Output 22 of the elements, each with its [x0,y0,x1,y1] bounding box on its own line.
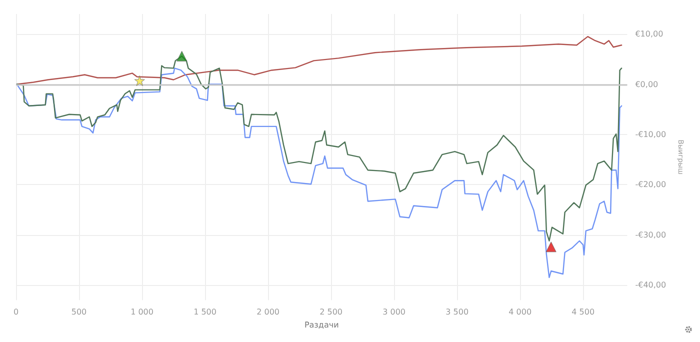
x-tick-label: 500 [71,308,87,317]
x-tick-label: 2 500 [320,308,343,317]
x-tick-label: 1 500 [194,308,216,317]
y-tick-label: -€10,00 [635,130,666,139]
x-tick-label: 4 500 [572,308,595,317]
x-tick-label: 2 000 [256,308,280,317]
x-tick-label: 1 000 [130,308,154,317]
x-tick-label: 0 [13,308,19,317]
x-tick-label: 3 500 [446,308,469,317]
point [176,50,188,62]
y-tick-label: €10,00 [635,30,664,39]
x-axis-title: Раздачи [304,320,339,330]
x-tick-label: 3 000 [382,308,406,317]
y-tick-label: -€40,00 [635,280,666,290]
line-series [16,68,622,278]
y-tick-label: -€20,00 [635,180,666,190]
x-tick-label: 4 000 [508,308,532,317]
y-tick-label: €0,00 [635,80,658,89]
y-tick-label: -€30,00 [635,230,666,240]
point [134,76,145,86]
point [546,242,556,252]
line-series [16,36,622,85]
